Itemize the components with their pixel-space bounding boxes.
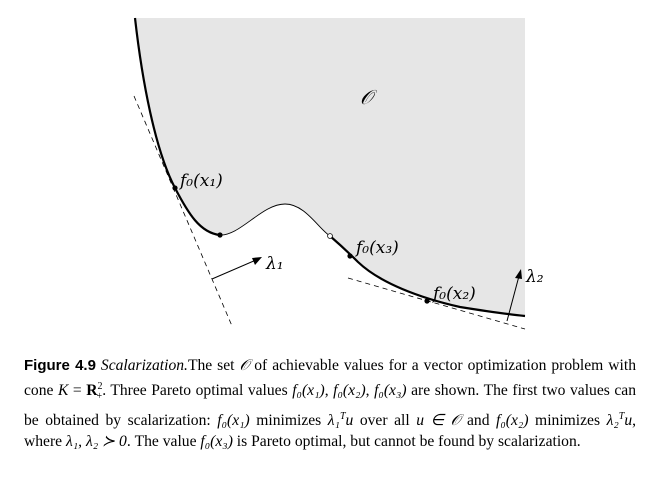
lambda2-arrow xyxy=(506,275,520,322)
math-lambdas-positive: λ₁, λ₂ ≻ 0 xyxy=(66,432,127,450)
pareto-boundary-left xyxy=(133,17,221,237)
lambda2-arrowhead xyxy=(515,269,522,279)
lambda1-arrowhead xyxy=(252,257,262,265)
caption-text: and xyxy=(460,412,497,430)
figure-caption: Figure 4.9 Scalarization.The set 𝒪 of ac… xyxy=(24,356,636,452)
math-f0x3: f₀(x₃) xyxy=(374,381,407,399)
lambda1-arrow xyxy=(211,259,257,280)
math-R-sub: + xyxy=(96,390,103,402)
caption-text: minimizes xyxy=(528,412,607,430)
math-transpose: T xyxy=(618,411,625,423)
math-lambda1: λ₁ xyxy=(327,412,340,430)
point-x3 xyxy=(347,253,353,259)
caption-text: over all xyxy=(353,412,417,430)
math-R-sup: 2 xyxy=(97,380,103,392)
math-set-O: 𝒪 xyxy=(239,357,250,374)
caption-text: is Pareto optimal, but cannot be found b… xyxy=(232,432,581,450)
supporting-line-2 xyxy=(347,277,526,330)
caption-title: Scalarization. xyxy=(100,357,188,374)
supporting-line-1 xyxy=(133,95,233,327)
scalarization-figure: 𝒪 f₀(x₁) f₀(x₃) f₀(x₂) λ₁ λ₂ xyxy=(133,17,544,330)
caption-text: , xyxy=(324,381,334,399)
math-u: u xyxy=(624,412,633,430)
math-u-in: u ∈ xyxy=(416,412,451,430)
caption-text: , xyxy=(365,381,375,399)
figure-number: Figure 4.9 xyxy=(24,357,96,374)
math-f0x2: f₀(x₂) xyxy=(333,381,366,399)
achievable-set-region xyxy=(135,18,525,316)
math-eq: = xyxy=(68,381,87,399)
point-x1-corner xyxy=(217,232,223,238)
caption-text: minimizes xyxy=(249,412,328,430)
math-f0x2: f₀(x₂) xyxy=(496,412,529,430)
lambda2-label: λ₂ xyxy=(525,267,544,287)
point-x2-label: f₀(x₂) xyxy=(431,284,476,304)
caption-text: of achievable values for a vector optimi… xyxy=(24,357,636,399)
math-transpose: T xyxy=(339,411,346,423)
caption-text: , where xyxy=(24,412,637,450)
boundary-bump xyxy=(219,203,331,237)
caption-text: . Three Pareto optimal values xyxy=(102,381,293,399)
math-lambda2: λ₂ xyxy=(606,412,619,430)
math-f0x1: f₀(x₁) xyxy=(217,412,250,430)
caption-text: . The value xyxy=(126,432,201,450)
math-K: K xyxy=(57,381,69,399)
math-u: u xyxy=(345,412,354,430)
point-x3-label: f₀(x₃) xyxy=(354,238,399,258)
lambda1-label: λ₁ xyxy=(265,254,284,274)
point-x1 xyxy=(172,185,178,191)
point-x2 xyxy=(424,298,430,304)
caption-text: are shown. The first two values can be o… xyxy=(24,381,636,430)
math-R: R xyxy=(86,381,98,399)
point-x3-open xyxy=(327,233,333,239)
caption-text: The set xyxy=(187,357,240,374)
math-f0x3: f₀(x₃) xyxy=(200,432,233,450)
math-f0x1: f₀(x₁) xyxy=(292,381,325,399)
math-set-O: 𝒪 xyxy=(450,412,461,430)
point-x1-label: f₀(x₁) xyxy=(178,171,223,191)
